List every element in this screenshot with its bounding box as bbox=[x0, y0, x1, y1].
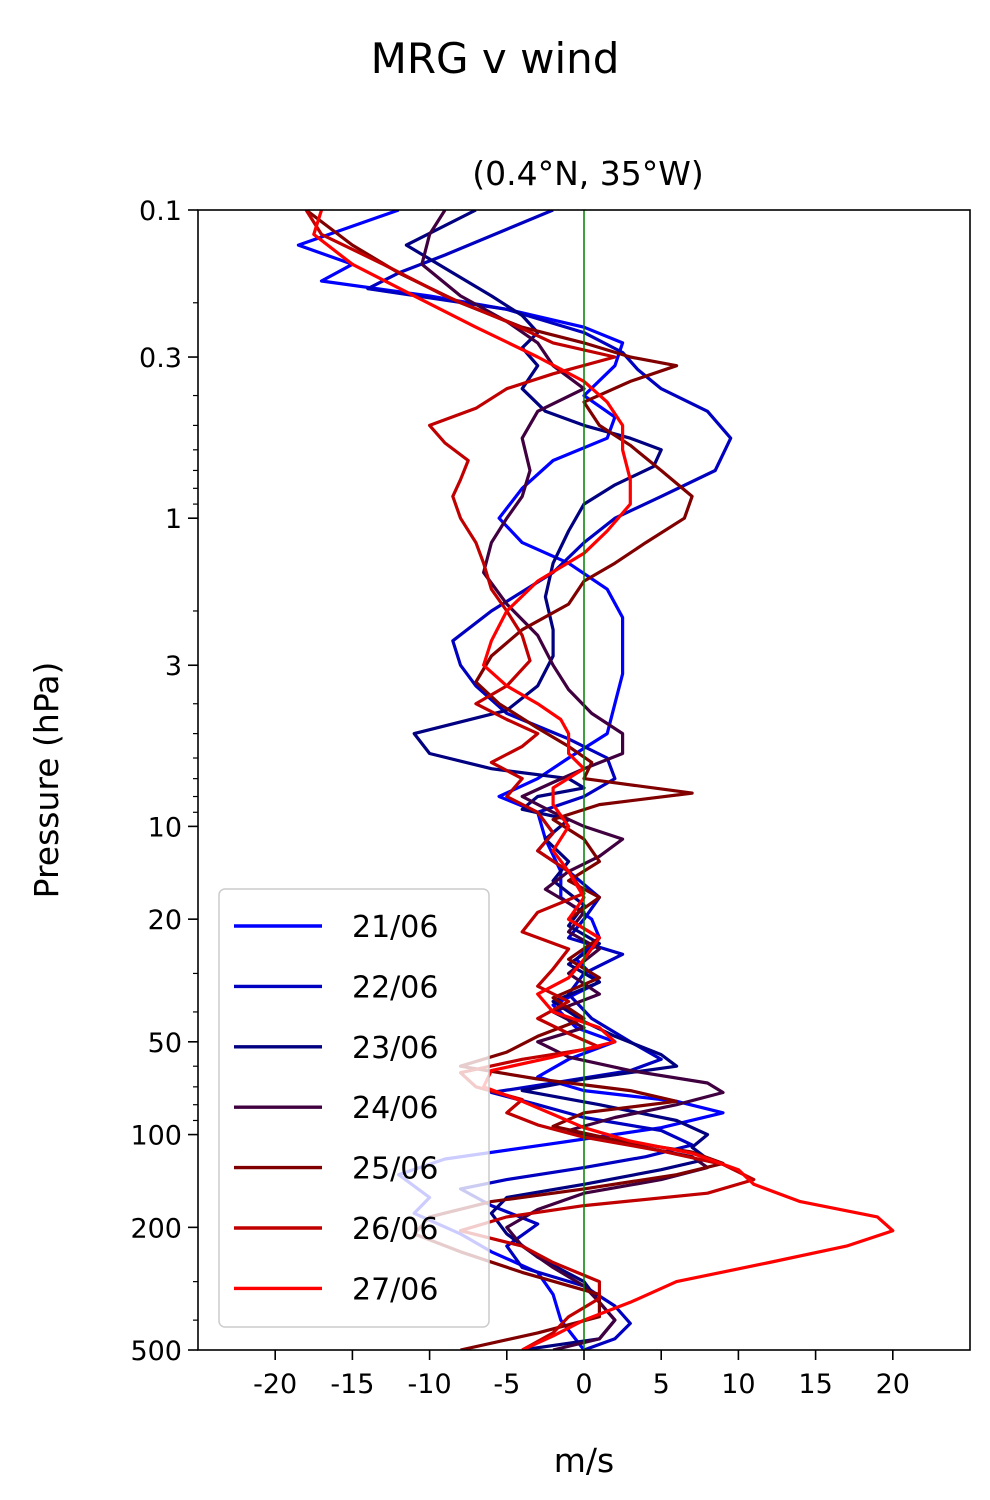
y-tick-label: 0.3 bbox=[139, 343, 182, 374]
legend-label: 24/06 bbox=[352, 1091, 438, 1126]
series-line-3 bbox=[404, 210, 710, 1350]
chart-subtitle: (0.4°N, 35°W) bbox=[472, 154, 704, 193]
x-tick-label: -15 bbox=[330, 1369, 374, 1400]
y-tick-label: 0.1 bbox=[139, 196, 182, 227]
legend-box bbox=[218, 888, 490, 1328]
y-tick-label: 20 bbox=[148, 905, 182, 936]
legend-label: 26/06 bbox=[352, 1212, 438, 1247]
y-tick-label: 1 bbox=[165, 504, 182, 535]
y-tick-label: 200 bbox=[130, 1213, 182, 1244]
legend-label: 25/06 bbox=[352, 1152, 438, 1187]
y-tick-label: 3 bbox=[165, 651, 182, 682]
legend-label: 21/06 bbox=[352, 910, 438, 945]
y-tick-label: 100 bbox=[130, 1121, 182, 1152]
x-tick-label: 0 bbox=[575, 1369, 592, 1400]
series-line-4 bbox=[420, 210, 725, 1350]
x-tick-label: 5 bbox=[653, 1369, 670, 1400]
legend: 21/06 22/06 23/06 24/06 25/06 26/06 27/06 bbox=[218, 888, 490, 1328]
x-tick-label: 15 bbox=[798, 1369, 832, 1400]
y-tick-label: 50 bbox=[148, 1028, 182, 1059]
y-axis-label: Pressure (hPa) bbox=[27, 662, 66, 899]
legend-label: 23/06 bbox=[352, 1031, 438, 1066]
legend-label: 22/06 bbox=[352, 970, 438, 1005]
x-axis-label: m/s bbox=[554, 1441, 614, 1480]
legend-label: 27/06 bbox=[352, 1272, 438, 1307]
x-axis: -20 -15 -10 -5 0 5 10 15 20 bbox=[253, 1350, 910, 1400]
series-line-6 bbox=[304, 210, 756, 1350]
y-tick-label: 10 bbox=[148, 812, 182, 843]
x-tick-label: -20 bbox=[253, 1369, 297, 1400]
plot-area bbox=[296, 210, 895, 1350]
y-tick-label: 500 bbox=[130, 1336, 182, 1367]
x-tick-label: -10 bbox=[408, 1369, 452, 1400]
x-tick-label: 20 bbox=[876, 1369, 910, 1400]
x-tick-label: -5 bbox=[493, 1369, 520, 1400]
y-axis: 0.1 0.3 1 3 10 20 50 100 200 500 bbox=[130, 196, 198, 1367]
x-tick-label: 10 bbox=[721, 1369, 755, 1400]
series-line-5 bbox=[305, 210, 725, 1350]
chart-title: MRG v wind bbox=[371, 34, 620, 83]
series-line-7 bbox=[312, 210, 895, 1350]
